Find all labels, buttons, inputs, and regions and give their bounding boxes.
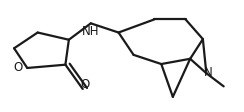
Text: O: O	[14, 61, 23, 74]
Text: O: O	[81, 77, 90, 90]
Text: N: N	[204, 66, 213, 78]
Text: NH: NH	[82, 25, 100, 38]
